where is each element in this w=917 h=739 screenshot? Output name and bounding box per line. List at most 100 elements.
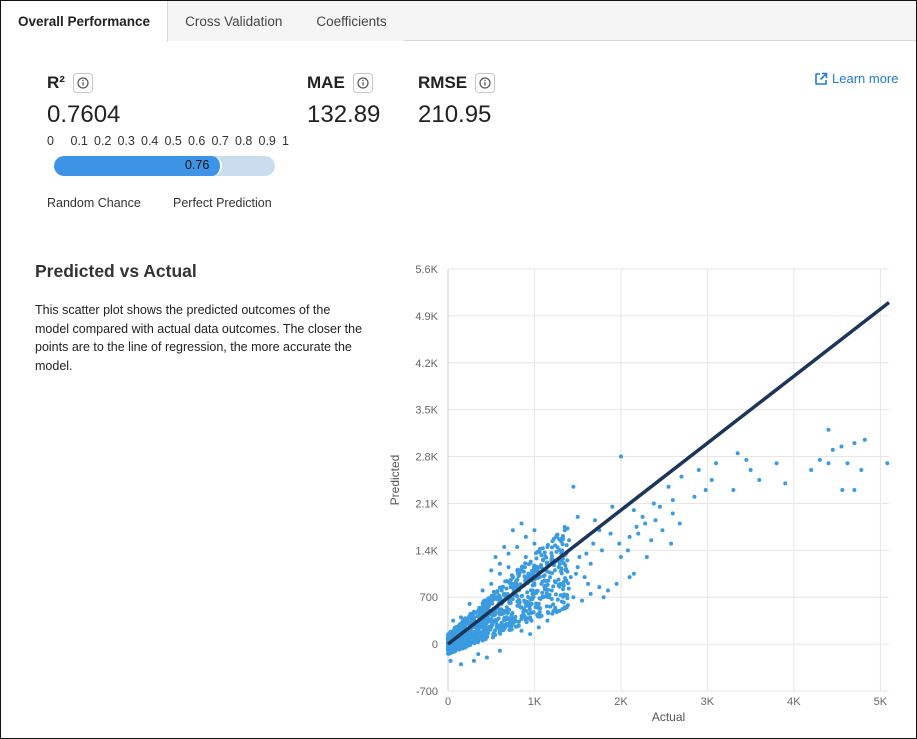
- scatter-point: [516, 619, 521, 624]
- scatter-point: [523, 534, 528, 539]
- scatter-point: [537, 547, 542, 552]
- scatter-point: [509, 625, 514, 630]
- scatter-point: [528, 632, 533, 637]
- scatter-point: [714, 461, 719, 466]
- scatter-point: [449, 630, 454, 635]
- scatter-point: [527, 616, 532, 621]
- scatter-point: [544, 561, 549, 566]
- x-tick-label: 5K: [874, 696, 888, 708]
- scatter-point: [660, 528, 665, 533]
- scatter-point: [471, 658, 476, 663]
- scatter-point: [644, 555, 649, 560]
- scatter-point: [568, 575, 573, 580]
- scatter-point: [536, 625, 541, 630]
- random-chance-caption: Random Chance: [47, 196, 141, 210]
- scatter-point: [649, 538, 654, 543]
- scatter-point: [610, 504, 615, 509]
- scatter-point: [634, 524, 639, 529]
- scatter-point: [482, 619, 487, 624]
- scatter-point: [543, 584, 548, 589]
- learn-more-label: Learn more: [832, 71, 899, 86]
- scatter-point: [508, 585, 513, 590]
- scatter-point: [524, 620, 529, 625]
- scatter-point: [563, 593, 568, 598]
- scatter-point: [549, 554, 554, 559]
- scatter-point: [565, 526, 570, 531]
- scatter-point: [456, 647, 461, 652]
- rmse-info-icon[interactable]: [475, 73, 496, 93]
- scatter-point: [559, 566, 564, 571]
- scatter-point: [513, 614, 518, 619]
- scatter-point: [447, 633, 452, 638]
- scatter-point: [510, 597, 515, 602]
- scatter-point: [554, 549, 559, 554]
- scatter-point: [555, 545, 560, 550]
- scatter-point: [544, 555, 549, 560]
- scatter-point: [651, 501, 656, 506]
- tab-cross-validation[interactable]: Cross Validation: [168, 1, 300, 41]
- scatter-point: [545, 618, 550, 623]
- scatter-point: [593, 518, 597, 523]
- tab-overall-performance[interactable]: Overall Performance: [1, 1, 169, 42]
- mae-info-icon[interactable]: [352, 73, 373, 93]
- r2-progress-fill: [54, 156, 222, 176]
- scatter-point: [670, 511, 675, 516]
- scatter-point: [605, 588, 610, 593]
- scatter-point: [573, 571, 578, 576]
- scatter-point: [636, 531, 641, 536]
- scatter-point: [575, 514, 580, 519]
- scatter-point: [757, 478, 762, 482]
- scatter-point: [709, 478, 714, 482]
- scatter-point: [505, 608, 510, 613]
- scatter-point: [532, 528, 537, 533]
- scatter-point: [502, 616, 507, 621]
- regression-line: [446, 301, 891, 646]
- y-tick-label: 4.9K: [415, 311, 438, 323]
- tab-coefficients[interactable]: Coefficients: [299, 1, 404, 41]
- scatter-point: [458, 662, 463, 667]
- scatter-point: [840, 488, 845, 493]
- scatter-point: [522, 614, 527, 619]
- scatter-point: [489, 623, 494, 628]
- scatter-point: [519, 521, 524, 526]
- scatter-point: [555, 597, 560, 602]
- scatter-point: [451, 618, 456, 623]
- scatter-point: [465, 619, 470, 624]
- scatter-point: [530, 570, 535, 575]
- scatter-point: [497, 561, 502, 566]
- scatter-point: [565, 596, 570, 601]
- scatter-point: [549, 545, 554, 550]
- scatter-point: [571, 484, 576, 489]
- scatter-point: [556, 583, 561, 588]
- scatter-point: [525, 600, 530, 605]
- scatter-point: [540, 590, 545, 595]
- scatter-point: [463, 637, 468, 642]
- y-tick-label: 0: [432, 639, 438, 651]
- scatter-point: [526, 562, 531, 567]
- scatter-point: [509, 573, 514, 578]
- scatter-point: [582, 575, 587, 580]
- scatter-point: [601, 595, 606, 600]
- scatter-point: [618, 555, 623, 560]
- external-link-icon: [815, 72, 828, 85]
- scatter-point: [516, 623, 521, 628]
- scatter-point: [542, 573, 547, 578]
- scatter-point: [531, 610, 536, 615]
- scatter-point: [556, 577, 561, 582]
- scatter-point: [627, 575, 632, 580]
- learn-more-link[interactable]: Learn more: [814, 71, 898, 86]
- r2-info-icon[interactable]: [72, 73, 93, 93]
- scatter-point: [544, 604, 549, 609]
- scatter-point: [560, 533, 565, 538]
- y-tick-label: 4.2K: [415, 358, 438, 370]
- scatter-point: [539, 553, 544, 558]
- r2-scale-tick: 0.3: [117, 134, 135, 148]
- r2-progress-bar: 0.76: [54, 156, 275, 176]
- scatter-point: [485, 627, 490, 632]
- scatter-point: [528, 588, 533, 593]
- section-description: This scatter plot shows the predicted ou…: [35, 303, 363, 373]
- scatter-point: [488, 619, 493, 624]
- scatter-point: [469, 630, 474, 635]
- scatter-point: [510, 528, 515, 533]
- scatter-point: [505, 591, 510, 596]
